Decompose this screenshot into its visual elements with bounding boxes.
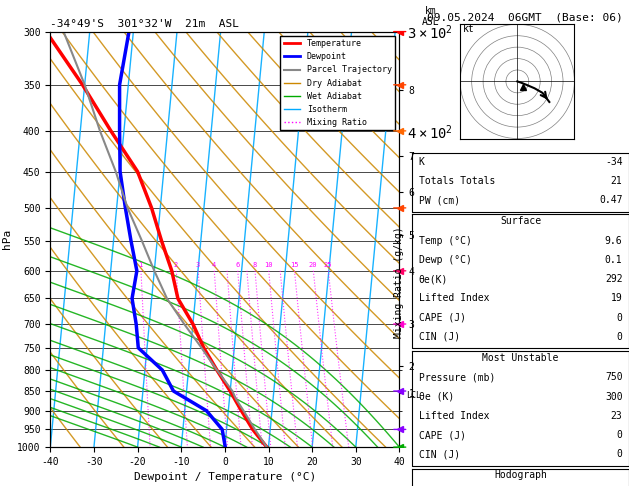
Text: 6: 6 — [235, 262, 240, 268]
Text: Surface: Surface — [500, 216, 541, 226]
Text: 19: 19 — [611, 294, 623, 303]
Text: 21: 21 — [611, 176, 623, 186]
Text: 0.47: 0.47 — [599, 195, 623, 205]
Text: 0: 0 — [616, 450, 623, 459]
Text: Hodograph: Hodograph — [494, 470, 547, 481]
Legend: Temperature, Dewpoint, Parcel Trajectory, Dry Adiabat, Wet Adiabat, Isotherm, Mi: Temperature, Dewpoint, Parcel Trajectory… — [281, 36, 395, 130]
Text: 20: 20 — [308, 262, 317, 268]
Text: 10: 10 — [264, 262, 272, 268]
Text: CIN (J): CIN (J) — [418, 450, 460, 459]
Text: 4: 4 — [212, 262, 216, 268]
Text: 25: 25 — [323, 262, 332, 268]
Text: 8: 8 — [252, 262, 257, 268]
X-axis label: Dewpoint / Temperature (°C): Dewpoint / Temperature (°C) — [134, 472, 316, 483]
Text: CAPE (J): CAPE (J) — [418, 430, 465, 440]
Text: Dewp (°C): Dewp (°C) — [418, 255, 471, 265]
Text: kt: kt — [462, 24, 474, 35]
Y-axis label: hPa: hPa — [1, 229, 11, 249]
Text: -34°49'S  301°32'W  21m  ASL: -34°49'S 301°32'W 21m ASL — [50, 19, 239, 30]
Text: 0: 0 — [616, 430, 623, 440]
Text: 292: 292 — [605, 274, 623, 284]
Text: LCL: LCL — [406, 391, 421, 400]
Text: Most Unstable: Most Unstable — [482, 353, 559, 363]
Text: Totals Totals: Totals Totals — [418, 176, 495, 186]
Text: 0: 0 — [616, 312, 623, 323]
Text: θe(K): θe(K) — [418, 274, 448, 284]
Text: CIN (J): CIN (J) — [418, 332, 460, 342]
Text: -34: -34 — [605, 156, 623, 167]
Text: Mixing Ratio (g/kg): Mixing Ratio (g/kg) — [394, 226, 404, 338]
Text: Pressure (mb): Pressure (mb) — [418, 372, 495, 382]
Text: Temp (°C): Temp (°C) — [418, 236, 471, 245]
Text: 15: 15 — [290, 262, 298, 268]
Text: 2: 2 — [174, 262, 178, 268]
Text: 0.1: 0.1 — [605, 255, 623, 265]
Text: 300: 300 — [605, 392, 623, 401]
Text: 1: 1 — [138, 262, 143, 268]
Text: Lifted Index: Lifted Index — [418, 294, 489, 303]
Text: 3: 3 — [196, 262, 200, 268]
Text: 0: 0 — [616, 332, 623, 342]
Text: CAPE (J): CAPE (J) — [418, 312, 465, 323]
Text: PW (cm): PW (cm) — [418, 195, 460, 205]
Text: 750: 750 — [605, 372, 623, 382]
Text: km
ASL: km ASL — [422, 6, 440, 27]
Text: 23: 23 — [611, 411, 623, 421]
Text: Lifted Index: Lifted Index — [418, 411, 489, 421]
Text: K: K — [418, 156, 425, 167]
Text: 09.05.2024  06GMT  (Base: 06): 09.05.2024 06GMT (Base: 06) — [427, 12, 623, 22]
Text: 9.6: 9.6 — [605, 236, 623, 245]
Text: θe (K): θe (K) — [418, 392, 454, 401]
